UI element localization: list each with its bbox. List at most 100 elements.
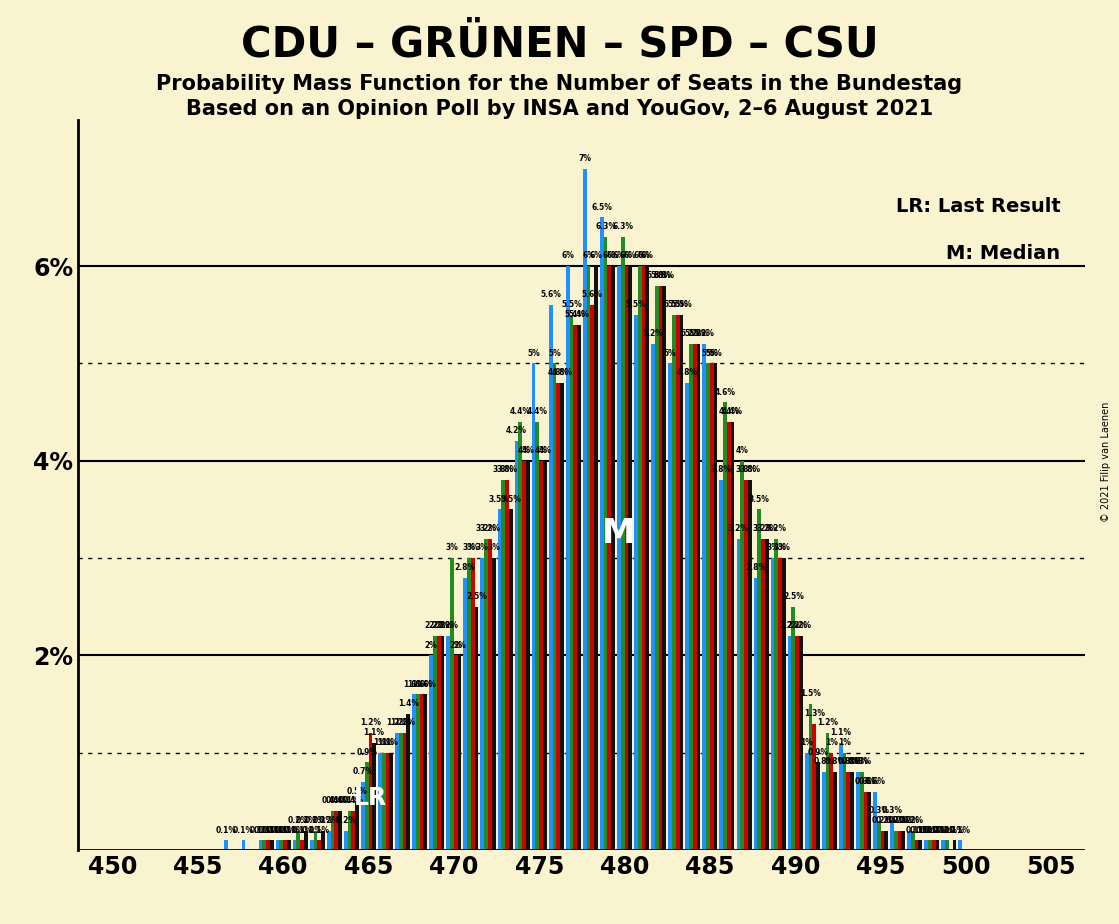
Bar (330, 811, 335, 850)
Bar (805, 753, 809, 850)
Text: 1.6%: 1.6% (407, 679, 429, 688)
Bar (919, 840, 922, 850)
Text: 0.8%: 0.8% (825, 758, 846, 766)
Text: 0.1%: 0.1% (927, 825, 948, 834)
Bar (560, 383, 564, 850)
Text: 5.2%: 5.2% (688, 329, 709, 338)
Text: 2.2%: 2.2% (424, 621, 445, 630)
Bar (617, 266, 621, 850)
Bar (935, 840, 939, 850)
Bar (591, 305, 594, 850)
Text: 2.2%: 2.2% (779, 621, 800, 630)
Bar (505, 480, 509, 850)
Text: 6%: 6% (637, 251, 650, 261)
Bar (778, 558, 782, 850)
Text: 5%: 5% (548, 348, 561, 358)
Bar (782, 558, 786, 850)
Text: 3.2%: 3.2% (479, 524, 500, 533)
Bar (646, 266, 649, 850)
Bar (881, 831, 884, 850)
Bar (714, 363, 717, 850)
Text: 4.6%: 4.6% (715, 387, 735, 396)
Text: 1.2%: 1.2% (817, 719, 838, 727)
Bar (908, 831, 911, 850)
Bar (458, 655, 461, 850)
Bar (628, 266, 632, 850)
Bar (583, 169, 586, 850)
Text: 0.7%: 0.7% (352, 767, 374, 776)
Text: 3%: 3% (462, 543, 476, 553)
Bar (338, 811, 342, 850)
Bar (703, 344, 706, 850)
Bar (604, 237, 608, 850)
Text: M: M (602, 517, 636, 551)
Text: 2.5%: 2.5% (467, 592, 487, 601)
Text: 0.4%: 0.4% (326, 796, 347, 806)
Bar (523, 461, 526, 850)
Bar (662, 286, 666, 850)
Text: 0.1%: 0.1% (274, 825, 295, 834)
Text: 0.4%: 0.4% (329, 796, 350, 806)
Bar (348, 811, 351, 850)
Text: 0.1%: 0.1% (254, 825, 275, 834)
Text: 5.4%: 5.4% (568, 310, 590, 319)
Text: 0.8%: 0.8% (847, 758, 868, 766)
Text: 2.2%: 2.2% (790, 621, 811, 630)
Bar (556, 383, 560, 850)
Bar (829, 753, 834, 850)
Text: 5%: 5% (702, 348, 714, 358)
Bar (894, 831, 897, 850)
Text: 1%: 1% (800, 738, 814, 747)
Text: © 2021 Filip van Laenen: © 2021 Filip van Laenen (1101, 402, 1110, 522)
Text: 4.4%: 4.4% (527, 407, 548, 416)
Bar (436, 636, 441, 850)
Text: 5.8%: 5.8% (650, 271, 671, 280)
Bar (344, 831, 348, 850)
Text: 6%: 6% (623, 251, 637, 261)
Bar (454, 655, 458, 850)
Bar (501, 480, 505, 850)
Bar (697, 344, 700, 850)
Text: 6%: 6% (606, 251, 620, 261)
Bar (361, 782, 365, 850)
Text: 4.8%: 4.8% (547, 368, 568, 377)
Bar (668, 363, 673, 850)
Text: 1.6%: 1.6% (404, 679, 424, 688)
Text: 0.2%: 0.2% (902, 816, 923, 825)
Text: 0.2%: 0.2% (899, 816, 920, 825)
Bar (412, 694, 416, 850)
Text: 4.4%: 4.4% (722, 407, 743, 416)
Text: 1.2%: 1.2% (391, 719, 412, 727)
Bar (373, 743, 376, 850)
Bar (867, 792, 871, 850)
Bar (365, 762, 368, 850)
Text: 3.8%: 3.8% (740, 466, 760, 474)
Bar (471, 558, 474, 850)
Text: 1.2%: 1.2% (386, 719, 407, 727)
Bar (573, 324, 577, 850)
Text: 3.5%: 3.5% (500, 494, 521, 504)
Bar (761, 539, 765, 850)
Bar (799, 636, 802, 850)
Bar (420, 694, 423, 850)
Bar (297, 831, 300, 850)
Bar (638, 266, 641, 850)
Bar (843, 753, 846, 850)
Bar (600, 217, 604, 850)
Bar (611, 266, 615, 850)
Bar (474, 607, 479, 850)
Text: 0.3%: 0.3% (868, 806, 890, 815)
Text: 2.2%: 2.2% (438, 621, 459, 630)
Text: 0.2%: 0.2% (304, 816, 326, 825)
Bar (286, 840, 291, 850)
Bar (270, 840, 274, 850)
Bar (310, 840, 313, 850)
Bar (771, 558, 774, 850)
Bar (774, 539, 778, 850)
Text: 0.1%: 0.1% (257, 825, 279, 834)
Text: 1.2%: 1.2% (394, 719, 415, 727)
Text: 0.2%: 0.2% (872, 816, 893, 825)
Text: 0.8%: 0.8% (841, 758, 863, 766)
Text: 4%: 4% (735, 446, 749, 455)
Bar (850, 772, 854, 850)
